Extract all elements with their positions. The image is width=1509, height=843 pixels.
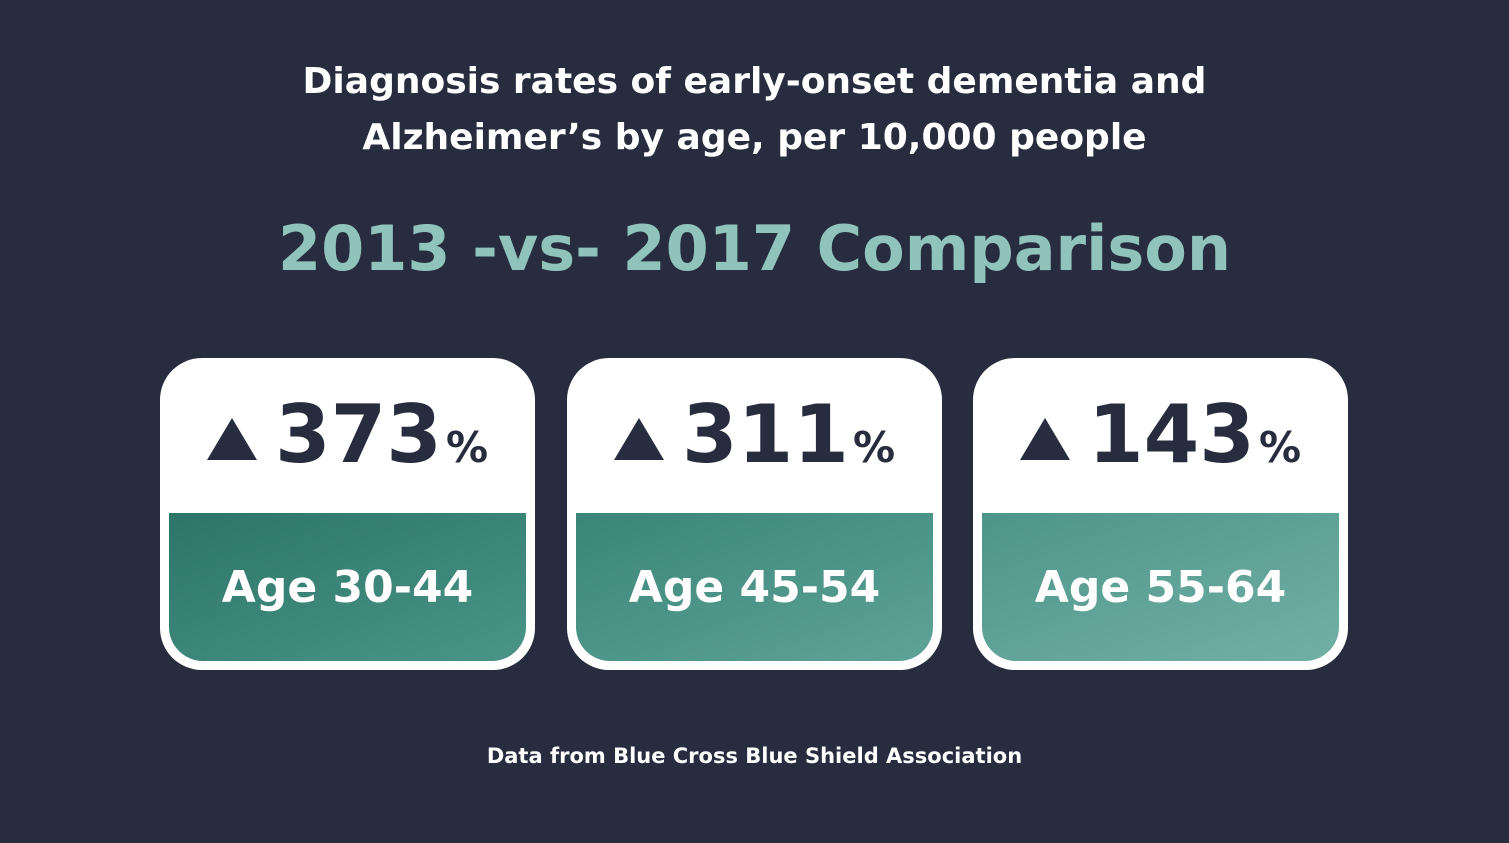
stat-card: 143% Age 55-64 [973,358,1348,670]
stat-card: 373% Age 30-44 [160,358,535,670]
stat-value: 373% [160,388,535,481]
unit: % [445,423,489,472]
title-line: Diagnosis rates of early-onset dementia … [302,61,1207,102]
up-arrow [206,418,257,460]
stat-value: 311% [567,388,942,481]
up-arrow [1019,418,1070,460]
up-arrow [613,418,664,460]
value: 373 [274,388,442,481]
source: Data from Blue Cross Blue Shield Associa… [486,744,1023,768]
stat-card: 311% Age 45-54 [567,358,942,670]
unit: % [852,423,896,472]
value: 143 [1087,388,1255,481]
value: 311 [681,388,849,481]
unit: % [1258,423,1302,472]
title-line: Alzheimer’s by age, per 10,000 people [362,117,1147,158]
age-label: Age 45-54 [576,513,933,661]
subtitle: 2013 -vs- 2017 Comparison [277,212,1232,285]
stat-value: 143% [973,388,1348,481]
title: Diagnosis rates of early-onset dementia … [0,54,1509,166]
age-label: Age 55-64 [982,513,1339,661]
age-label: Age 30-44 [169,513,526,661]
